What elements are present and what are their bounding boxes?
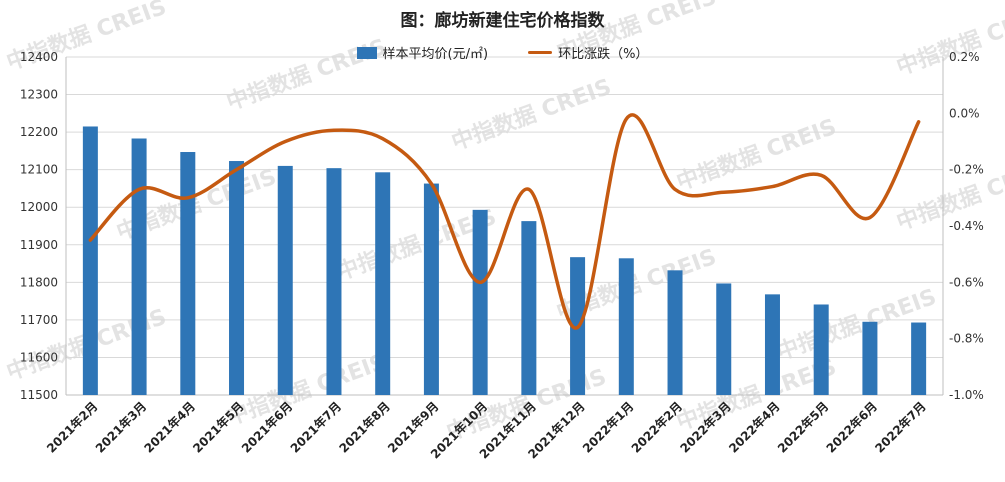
x-tick-label: 2021年4月 bbox=[141, 399, 198, 456]
legend-item-price: 样本平均价(元/㎡) bbox=[356, 43, 489, 62]
legend-swatch-change bbox=[528, 51, 553, 54]
x-tick-label: 2021年3月 bbox=[92, 399, 149, 456]
legend: 样本平均价(元/㎡) 环比涨跌（%） bbox=[0, 43, 1005, 62]
bar bbox=[618, 258, 634, 395]
x-tick-label: 2022年1月 bbox=[579, 399, 636, 456]
bar bbox=[521, 221, 537, 395]
bar bbox=[326, 168, 342, 395]
y-right-tick-label: -0.4% bbox=[949, 219, 984, 233]
bar bbox=[82, 126, 98, 395]
y-left-tick-label: 11800 bbox=[20, 275, 58, 289]
legend-label-price: 样本平均价(元/㎡) bbox=[382, 47, 489, 62]
bar bbox=[911, 322, 927, 395]
bar bbox=[472, 209, 488, 395]
legend-item-change: 环比涨跌（%） bbox=[528, 43, 648, 62]
bar bbox=[667, 270, 683, 395]
chart-title: 图：廊坊新建住宅价格指数 bbox=[400, 11, 605, 31]
bar bbox=[764, 294, 780, 395]
x-tick-label: 2021年8月 bbox=[336, 399, 393, 456]
y-right-tick-label: -0.2% bbox=[949, 163, 984, 177]
x-tick-label: 2022年5月 bbox=[774, 399, 831, 456]
x-tick-label: 2021年2月 bbox=[43, 399, 100, 456]
bar bbox=[131, 138, 147, 396]
y-right-tick-label: 0.2% bbox=[949, 50, 980, 64]
y-right-tick-label: -1.0% bbox=[949, 388, 984, 402]
y-left-tick-label: 12000 bbox=[20, 200, 58, 214]
y-left-tick-label: 12200 bbox=[20, 125, 58, 139]
y-left-tick-label: 11500 bbox=[20, 388, 58, 402]
series-line-change bbox=[88, 113, 921, 330]
bar bbox=[229, 161, 245, 395]
y-right-tick-label: 0.0% bbox=[949, 106, 980, 120]
y-left-tick-label: 12300 bbox=[20, 88, 58, 102]
bar bbox=[813, 304, 829, 395]
y-left-tick-label: 11700 bbox=[20, 313, 58, 327]
y-left-tick-label: 12400 bbox=[20, 50, 58, 64]
x-tick-label: 2022年2月 bbox=[628, 399, 685, 456]
x-tick-label: 2022年7月 bbox=[872, 399, 929, 456]
watermark-text: 中指数据 CREIS bbox=[673, 114, 840, 196]
y-left-tick-label: 11900 bbox=[20, 238, 58, 252]
watermark-text: 中指数据 CREIS bbox=[448, 74, 615, 156]
x-tick-label: 2022年6月 bbox=[823, 399, 880, 456]
legend-label-change: 环比涨跌（%） bbox=[558, 47, 649, 62]
y-left-tick-label: 11600 bbox=[20, 350, 58, 364]
y-left-tick-label: 12100 bbox=[20, 163, 58, 177]
bar bbox=[277, 165, 293, 395]
bar bbox=[862, 321, 878, 395]
y-right-tick-label: -0.8% bbox=[949, 332, 984, 346]
bar bbox=[716, 283, 732, 395]
bar bbox=[423, 183, 439, 395]
bar bbox=[375, 172, 391, 395]
bar bbox=[180, 152, 196, 395]
legend-swatch-price bbox=[356, 46, 377, 59]
y-right-tick-label: -0.6% bbox=[949, 275, 984, 289]
